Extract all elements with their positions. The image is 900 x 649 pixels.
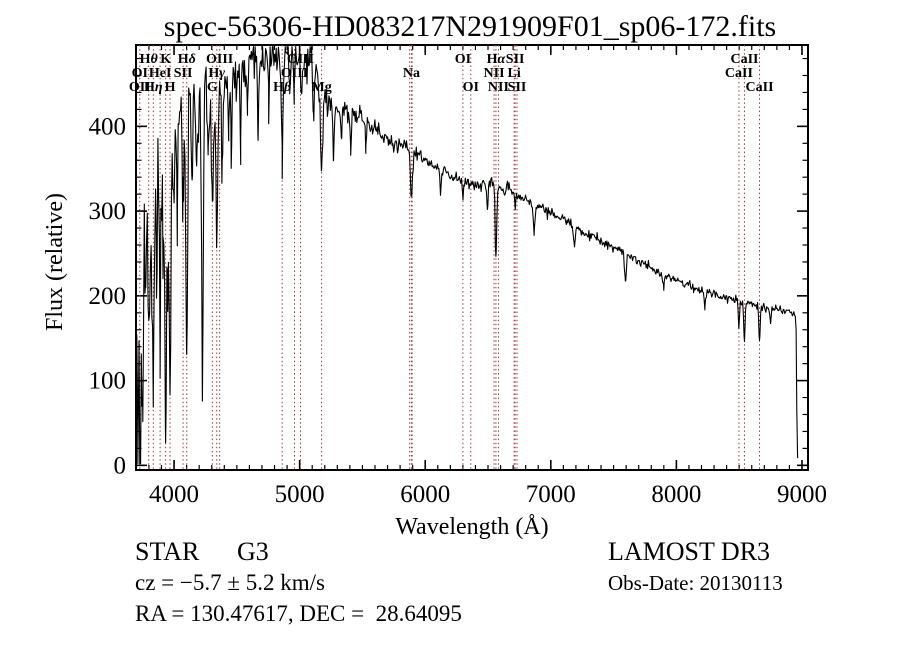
plot-frame: 4000 5000 6000 7000 8000 9000 0 100 200 300 400: [89, 44, 827, 508]
y-tick-label: 0: [114, 452, 127, 479]
line-label: OI: [463, 80, 479, 95]
line-label: OIII: [206, 52, 233, 67]
object-subclass: G3: [237, 537, 269, 566]
line-label: Hβ: [273, 80, 292, 95]
line-label: H: [165, 80, 176, 95]
line-label: CaII: [746, 80, 774, 95]
line-label: NII: [488, 80, 509, 95]
line-label: CaII: [725, 66, 753, 81]
line-label: SII: [174, 66, 193, 81]
y-axis-label: Flux (relative): [42, 193, 68, 331]
y-tick-label: 100: [89, 368, 127, 395]
x-tick-label: 4000: [149, 481, 199, 508]
line-label: SII: [508, 80, 527, 95]
chart-title: spec-56306-HD083217N291909F01_sp06-172.f…: [164, 10, 776, 43]
line-label: CaII: [730, 52, 758, 67]
x-tick-label: 9000: [777, 481, 827, 508]
x-tick-label: 6000: [400, 481, 450, 508]
object-type: STAR: [135, 537, 200, 566]
y-tick-label: 400: [89, 113, 127, 140]
line-label: NII: [484, 66, 505, 81]
x-tick-label: 7000: [526, 481, 576, 508]
line-label: Hη: [144, 80, 163, 95]
x-tick-label: 5000: [275, 481, 325, 508]
ra-dec: RA = 130.47617, DEC = 28.64095: [135, 601, 462, 626]
y-tick-label: 200: [89, 283, 127, 310]
x-tick-label: 8000: [651, 481, 701, 508]
line-label: Li: [508, 66, 521, 81]
line-label: G: [207, 80, 218, 95]
y-tick-label: 300: [89, 198, 127, 225]
x-axis-label: Wavelength (Å): [395, 514, 548, 540]
line-label: OI: [455, 52, 471, 67]
cz-value: cz = −5.7 ± 5.2 km/s: [135, 570, 325, 595]
spectrum-curve: [135, 46, 799, 465]
survey-release: LAMOST DR3: [608, 537, 770, 566]
line-label: Hδ: [178, 52, 196, 67]
obs-date: Obs-Date: 20130113: [608, 571, 783, 595]
line-label: Hθ: [140, 52, 159, 67]
line-label: OI: [132, 66, 148, 81]
spectrum-line: [135, 46, 799, 465]
line-label: Na: [403, 66, 420, 81]
line-label: HeI: [149, 66, 172, 81]
line-label: OII: [129, 80, 151, 95]
annotations: STAR G3 LAMOST DR3 cz = −5.7 ± 5.2 km/s …: [135, 537, 783, 626]
line-label: Hα: [487, 52, 506, 67]
line-label: K: [160, 52, 171, 67]
line-label: Hγ: [208, 66, 225, 81]
line-label: SII: [506, 52, 525, 67]
spectral-line-markers: [139, 45, 761, 470]
